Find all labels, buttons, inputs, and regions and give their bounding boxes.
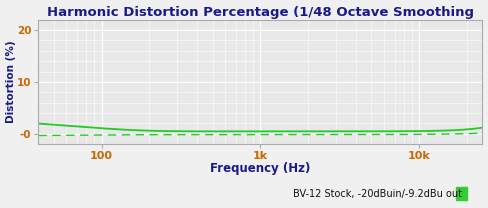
Text: BV-12 Stock, -20dBuin/-9.2dBu out: BV-12 Stock, -20dBuin/-9.2dBu out (293, 189, 462, 199)
X-axis label: Frequency (Hz): Frequency (Hz) (210, 162, 310, 175)
Title: Harmonic Distortion Percentage (1/48 Octave Smoothing: Harmonic Distortion Percentage (1/48 Oct… (47, 6, 474, 19)
Y-axis label: Distortion (%): Distortion (%) (5, 41, 16, 123)
